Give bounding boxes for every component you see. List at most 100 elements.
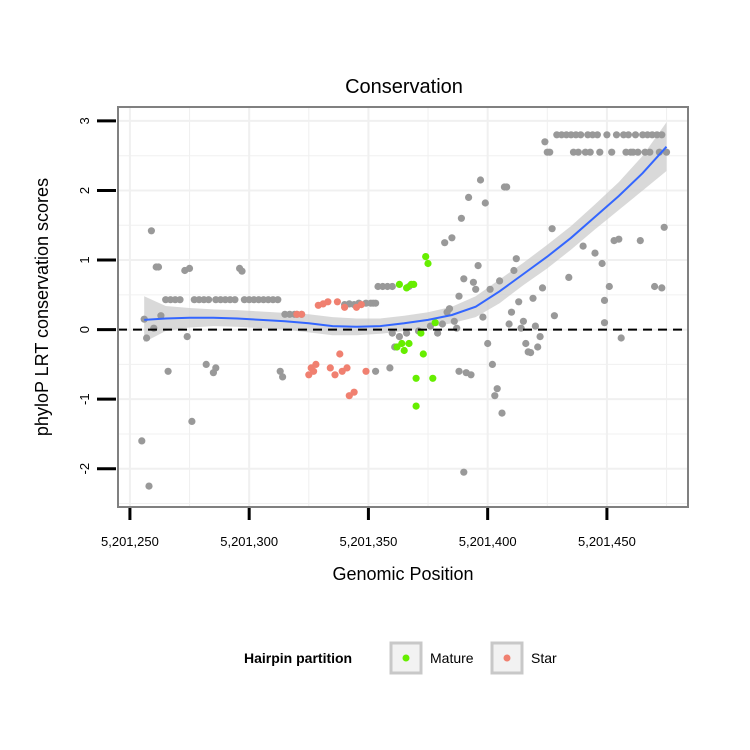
point-other xyxy=(527,349,535,357)
confidence-band-layer xyxy=(144,122,667,343)
point-other xyxy=(491,392,499,400)
point-other xyxy=(388,329,396,337)
confidence-band xyxy=(144,122,667,343)
legend-swatch-star xyxy=(503,654,511,662)
point-star xyxy=(333,298,341,306)
point-mature xyxy=(412,402,420,410)
point-other xyxy=(372,299,380,307)
point-other xyxy=(164,367,172,375)
point-other xyxy=(579,242,587,250)
point-other xyxy=(662,148,671,156)
point-other xyxy=(577,131,585,139)
x-axis: 5,201,250 5,201,300 5,201,350 5,201,400 5,20… xyxy=(101,508,636,549)
point-mature xyxy=(424,259,432,268)
point-other xyxy=(586,148,594,156)
point-other xyxy=(450,317,458,325)
point-other xyxy=(522,339,530,348)
point-other xyxy=(372,367,380,375)
smooth-line xyxy=(144,146,668,328)
point-other xyxy=(605,282,613,291)
point-star xyxy=(331,371,339,379)
point-other xyxy=(608,148,616,156)
point-star xyxy=(350,388,358,396)
point-star xyxy=(324,298,332,306)
point-star xyxy=(341,303,349,311)
point-other xyxy=(395,333,403,341)
point-mature xyxy=(419,350,427,358)
x-tick-label: 5,201,250 xyxy=(101,534,159,549)
point-other xyxy=(138,437,146,445)
point-other xyxy=(476,176,485,184)
y-tick-label: -2 xyxy=(77,463,92,475)
point-other xyxy=(565,273,573,281)
point-other xyxy=(441,239,449,247)
point-other xyxy=(600,319,609,327)
point-other xyxy=(474,262,482,270)
x-axis-title: Genomic Position xyxy=(332,564,473,584)
point-mature xyxy=(410,280,418,288)
point-other xyxy=(469,278,477,286)
point-other xyxy=(510,266,518,275)
x-tick-label: 5,201,400 xyxy=(459,534,517,549)
point-other xyxy=(515,298,523,306)
point-other xyxy=(238,267,246,275)
x-tick-label: 5,201,450 xyxy=(578,534,636,549)
point-other xyxy=(636,237,644,245)
panel-background xyxy=(118,107,688,507)
point-other xyxy=(631,131,640,139)
point-star xyxy=(326,364,334,372)
point-other xyxy=(438,320,446,328)
legend-item-star: Star xyxy=(490,641,557,675)
point-other xyxy=(434,329,442,337)
x-tick-label: 5,201,350 xyxy=(339,534,397,549)
point-other xyxy=(512,255,520,263)
point-other xyxy=(231,296,239,304)
point-other xyxy=(624,131,633,139)
point-other xyxy=(154,263,163,271)
point-star xyxy=(298,310,306,318)
point-other xyxy=(279,373,287,381)
point-other xyxy=(596,148,604,156)
point-other xyxy=(176,296,184,304)
point-other xyxy=(455,292,463,300)
point-other xyxy=(496,277,504,285)
point-other xyxy=(529,294,537,302)
point-mature xyxy=(417,329,425,337)
point-mature xyxy=(431,319,439,327)
point-mature xyxy=(405,339,413,348)
point-other xyxy=(157,312,165,320)
point-other xyxy=(617,334,625,342)
legend: Hairpin partition Mature Star xyxy=(244,641,557,675)
y-tick-label: 3 xyxy=(77,117,92,124)
point-other xyxy=(658,131,666,139)
point-other xyxy=(388,282,396,291)
point-other xyxy=(593,131,602,139)
point-other xyxy=(460,275,468,283)
point-other xyxy=(143,334,151,342)
point-other xyxy=(660,223,668,231)
point-other xyxy=(541,138,549,146)
point-other xyxy=(505,320,513,328)
smooth-line-layer xyxy=(144,146,668,328)
points-layer xyxy=(138,131,671,490)
y-tick-label: -1 xyxy=(77,393,92,405)
legend-swatch-mature xyxy=(402,654,410,662)
point-other xyxy=(651,282,659,291)
point-star xyxy=(362,367,370,375)
legend-key-mature xyxy=(389,641,423,675)
point-other xyxy=(467,371,475,379)
point-other xyxy=(479,313,487,321)
point-other xyxy=(658,284,666,292)
point-other xyxy=(145,482,153,490)
point-other xyxy=(591,249,599,257)
point-star xyxy=(310,367,318,375)
point-other xyxy=(598,259,606,268)
point-other xyxy=(534,343,542,351)
point-other xyxy=(536,333,544,341)
point-other xyxy=(503,183,511,191)
point-other xyxy=(455,367,463,375)
point-other xyxy=(453,324,461,332)
point-other xyxy=(147,227,155,235)
point-other xyxy=(183,333,191,341)
